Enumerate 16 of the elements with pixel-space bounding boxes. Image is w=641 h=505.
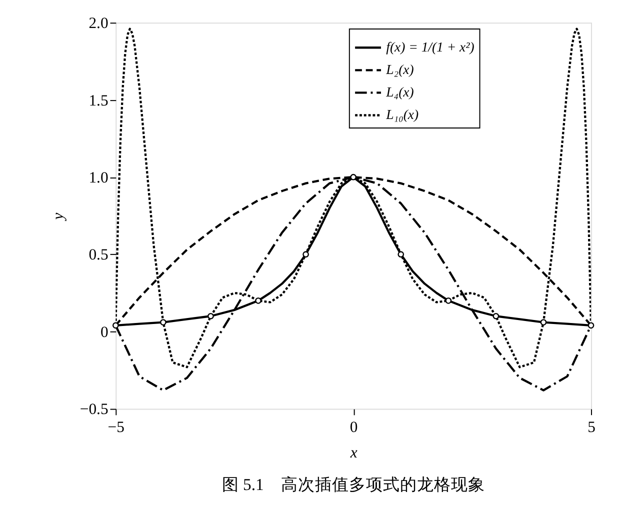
y-tick-label: 1.0: [88, 170, 108, 186]
legend-label: L₂(x): [385, 62, 414, 78]
x-tick-label: −5: [108, 418, 125, 436]
y-tick-label: −0.5: [80, 401, 108, 418]
legend-label: L₄(x): [385, 84, 414, 100]
y-tick-label: 1.5: [88, 92, 108, 110]
caption: 图 5.1 高次插值多项式的龙格现象: [222, 475, 485, 494]
y-tick-label: 0.5: [88, 246, 108, 264]
y-tick-label: 2.0: [88, 15, 108, 32]
legend-label: f(x) = 1/(1 + x²): [386, 40, 475, 55]
legend-label: L₁₀(x): [385, 107, 419, 122]
x-axis-title: x: [349, 444, 358, 462]
y-tick-label: 0: [100, 324, 108, 341]
x-tick-label: 5: [588, 418, 596, 436]
y-axis-title: y: [50, 212, 68, 222]
x-tick-label: 0: [350, 418, 358, 436]
